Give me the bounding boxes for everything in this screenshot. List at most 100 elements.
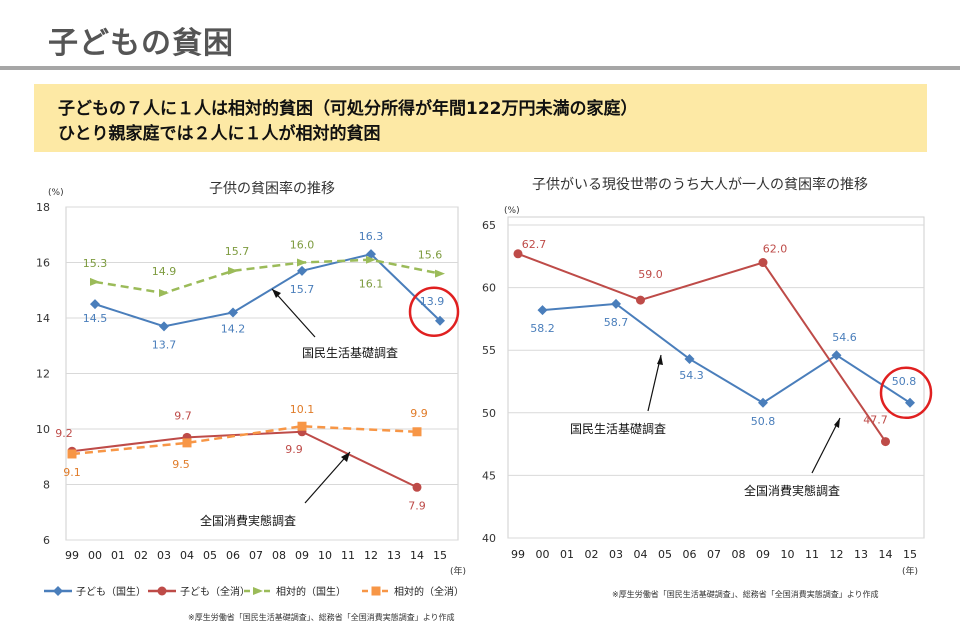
chart1-data-label: 9.9 <box>285 443 303 456</box>
chart2-y-unit: (%) <box>504 206 520 216</box>
chart1-x-tick: 11 <box>341 549 355 562</box>
chart2-x-tick: 05 <box>658 548 672 561</box>
chart2-x-tick: 06 <box>683 548 697 561</box>
chart2-data-point <box>905 397 915 408</box>
chart2-highlight-circle <box>879 366 933 420</box>
chart1-data-point <box>90 277 100 286</box>
chart1-data-point <box>159 321 169 332</box>
chart1-x-tick: 10 <box>318 549 332 562</box>
chart1-data-label: 14.5 <box>83 312 108 325</box>
chart2-x-tick: 14 <box>879 548 893 561</box>
chart1-title: 子供の貧困率の推移 <box>209 180 335 197</box>
banner-line-2: ひとり親家庭では２人に１人が相対的貧困 <box>58 124 381 144</box>
chart2-data-point <box>758 258 768 268</box>
chart2-x-tick: 04 <box>634 548 648 561</box>
chart2-y-tick: 65 <box>482 219 496 232</box>
chart2-data-point <box>611 298 621 309</box>
chart1-x-tick: 12 <box>364 549 378 562</box>
chart1-data-point <box>297 265 307 276</box>
chart1-legend-marker <box>53 586 63 596</box>
chart1-data-point <box>297 421 307 431</box>
chart2-y-tick: 45 <box>482 469 496 482</box>
chart2-y-tick: 40 <box>482 532 496 545</box>
chart1-data-point <box>228 266 238 275</box>
chart1-series-line <box>71 424 418 456</box>
chart1-legend-label: 相対的（全消） <box>394 585 464 598</box>
chart2-x-tick: 00 <box>536 548 550 561</box>
single-parent-poverty-rate-chart: 子供がいる現役世帯のうち大人が一人の貧困率の推移 (%) 40 45 50 55 60 65 9… <box>482 176 933 577</box>
chart2-annotation-arrowhead <box>834 418 840 428</box>
chart1-data-label: 16.0 <box>290 239 315 252</box>
chart2-x-tick: 11 <box>805 548 819 561</box>
chart1-y-tick: 6 <box>43 534 50 547</box>
chart2-data-point <box>537 305 548 316</box>
chart2-x-tick: 12 <box>830 548 844 561</box>
chart1-x-tick: 08 <box>272 549 286 562</box>
chart2-annotation-arrow <box>647 354 662 412</box>
chart1-data-point <box>67 449 77 459</box>
chart1-data-label: 9.2 <box>55 427 73 440</box>
chart2-x-tick: 99 <box>511 548 525 561</box>
chart2-y-tick: 50 <box>482 407 496 420</box>
chart1-y-tick: 18 <box>36 201 50 214</box>
chart1-data-point <box>182 438 192 448</box>
chart1-data-point <box>228 307 238 318</box>
chart1-data-label: 9.7 <box>174 409 192 422</box>
chart1-x-tick: 05 <box>203 549 217 562</box>
chart2-annotation-label: 国民生活基礎調査 <box>570 422 666 436</box>
chart1-x-tick: 14 <box>410 549 424 562</box>
chart1-annotation-arrow <box>271 288 316 338</box>
chart1-data-label: 9.5 <box>172 458 190 471</box>
chart2-annotation-arrow <box>811 417 841 474</box>
chart1-y-unit: (%) <box>48 188 64 198</box>
chart1-legend-marker <box>157 586 167 596</box>
chart2-x-tick: 03 <box>609 548 623 561</box>
chart1-y-tick: 8 <box>43 479 50 492</box>
chart1-x-tick: 01 <box>111 549 125 562</box>
chart1-data-point <box>366 255 376 264</box>
chart2-x-tick: 13 <box>854 548 868 561</box>
chart2-x-tick: 09 <box>756 548 770 561</box>
chart1-series-line <box>94 253 441 328</box>
banner-line-1: 子どもの７人に１人は相対的貧困（可処分所得が年間122万円未満の家庭） <box>58 99 638 119</box>
chart2-data-label: 54.6 <box>832 331 857 344</box>
chart2-data-point <box>831 350 842 361</box>
chart2-x-unit: (年) <box>902 565 918 577</box>
chart1-x-unit: (年) <box>450 565 466 577</box>
chart1-data-point <box>412 482 422 492</box>
chart2-data-label: 50.8 <box>892 375 917 388</box>
chart1-data-point <box>366 249 376 260</box>
chart2-x-tick: 01 <box>560 548 574 561</box>
chart2-annotation-label: 全国消費実態調査 <box>744 483 840 498</box>
chart1-data-label: 13.9 <box>420 295 445 308</box>
chart2-plot-border <box>507 216 925 539</box>
chart2-data-point <box>636 295 645 305</box>
chart1-y-tick: 16 <box>36 257 50 270</box>
chart2-data-label: 62.7 <box>522 238 547 251</box>
chart2-data-label: 62.0 <box>763 243 788 256</box>
chart1-legend-marker <box>253 587 263 595</box>
chart1-x-tick: 13 <box>387 549 401 562</box>
chart2-x-tick: 02 <box>585 548 599 561</box>
chart2-title: 子供がいる現役世帯のうち大人が一人の貧困率の推移 <box>532 176 868 193</box>
title-divider <box>0 66 960 70</box>
chart1-x-tick: 09 <box>295 549 309 562</box>
chart1-data-label: 15.7 <box>290 283 315 296</box>
page-title: 子どもの貧困 <box>48 26 234 61</box>
chart1-annotation-arrowhead <box>272 289 281 298</box>
chart1-annotation-arrow <box>304 451 351 504</box>
chart1-highlight-circle <box>408 286 460 338</box>
chart1-data-label: 14.2 <box>221 322 246 335</box>
chart2-data-label: 50.8 <box>751 415 776 428</box>
chart2-series-line <box>542 302 911 404</box>
chart1-x-tick: 02 <box>134 549 148 562</box>
chart2-data-label: 58.7 <box>604 316 629 329</box>
chart1-data-point <box>435 315 445 326</box>
chart1-legend-label: 相対的（国生） <box>276 585 346 598</box>
chart2-x-tick: 10 <box>781 548 795 561</box>
chart1-data-label: 16.1 <box>359 278 384 291</box>
chart1-data-label: 14.9 <box>152 265 177 278</box>
chart1-source-note: ※厚生労働省「国民生活基礎調査」、総務省「全国消費実態調査」より作成 <box>188 613 455 622</box>
chart2-data-point <box>758 397 768 408</box>
chart2-data-label: 59.0 <box>638 268 663 281</box>
